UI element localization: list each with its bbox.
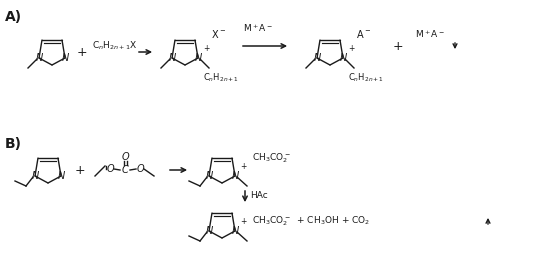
Text: C: C <box>122 165 129 175</box>
Text: N: N <box>195 53 202 63</box>
Text: +: + <box>393 40 403 52</box>
Text: O: O <box>121 152 129 162</box>
Text: +: + <box>348 44 354 53</box>
Text: N: N <box>168 53 175 63</box>
Text: +: + <box>240 217 246 226</box>
Text: O: O <box>106 164 114 174</box>
Text: +: + <box>75 163 86 177</box>
Text: M$^+$A$^-$: M$^+$A$^-$ <box>415 28 445 40</box>
Text: N: N <box>57 171 65 181</box>
Text: N: N <box>62 53 69 63</box>
Text: N: N <box>205 226 213 236</box>
Text: A): A) <box>5 10 22 24</box>
Text: A$^-$: A$^-$ <box>356 28 371 40</box>
Text: N: N <box>313 53 320 63</box>
Text: M$^+$A$^-$: M$^+$A$^-$ <box>243 22 273 34</box>
Text: +: + <box>77 45 87 59</box>
Text: N: N <box>32 171 39 181</box>
Text: C$_n$H$_{2n+1}$: C$_n$H$_{2n+1}$ <box>203 71 239 84</box>
Text: C$_n$H$_{2n+1}$: C$_n$H$_{2n+1}$ <box>348 71 384 84</box>
Text: B): B) <box>5 137 22 151</box>
Text: +: + <box>240 162 246 171</box>
Text: CH$_3$CO$_2^-$: CH$_3$CO$_2^-$ <box>252 151 290 165</box>
Text: O: O <box>136 164 144 174</box>
Text: N: N <box>232 171 239 181</box>
Text: N: N <box>232 226 239 236</box>
Text: N: N <box>340 53 347 63</box>
Text: C$_n$H$_{2n+1}$X: C$_n$H$_{2n+1}$X <box>92 40 137 52</box>
Text: HAc: HAc <box>250 190 268 199</box>
Text: +: + <box>203 44 209 53</box>
Text: X$^-$: X$^-$ <box>211 28 226 40</box>
Text: N: N <box>35 53 43 63</box>
Text: CH$_3$CO$_2^-$  + CH$_3$OH + CO$_2$: CH$_3$CO$_2^-$ + CH$_3$OH + CO$_2$ <box>252 214 371 228</box>
Text: N: N <box>205 171 213 181</box>
